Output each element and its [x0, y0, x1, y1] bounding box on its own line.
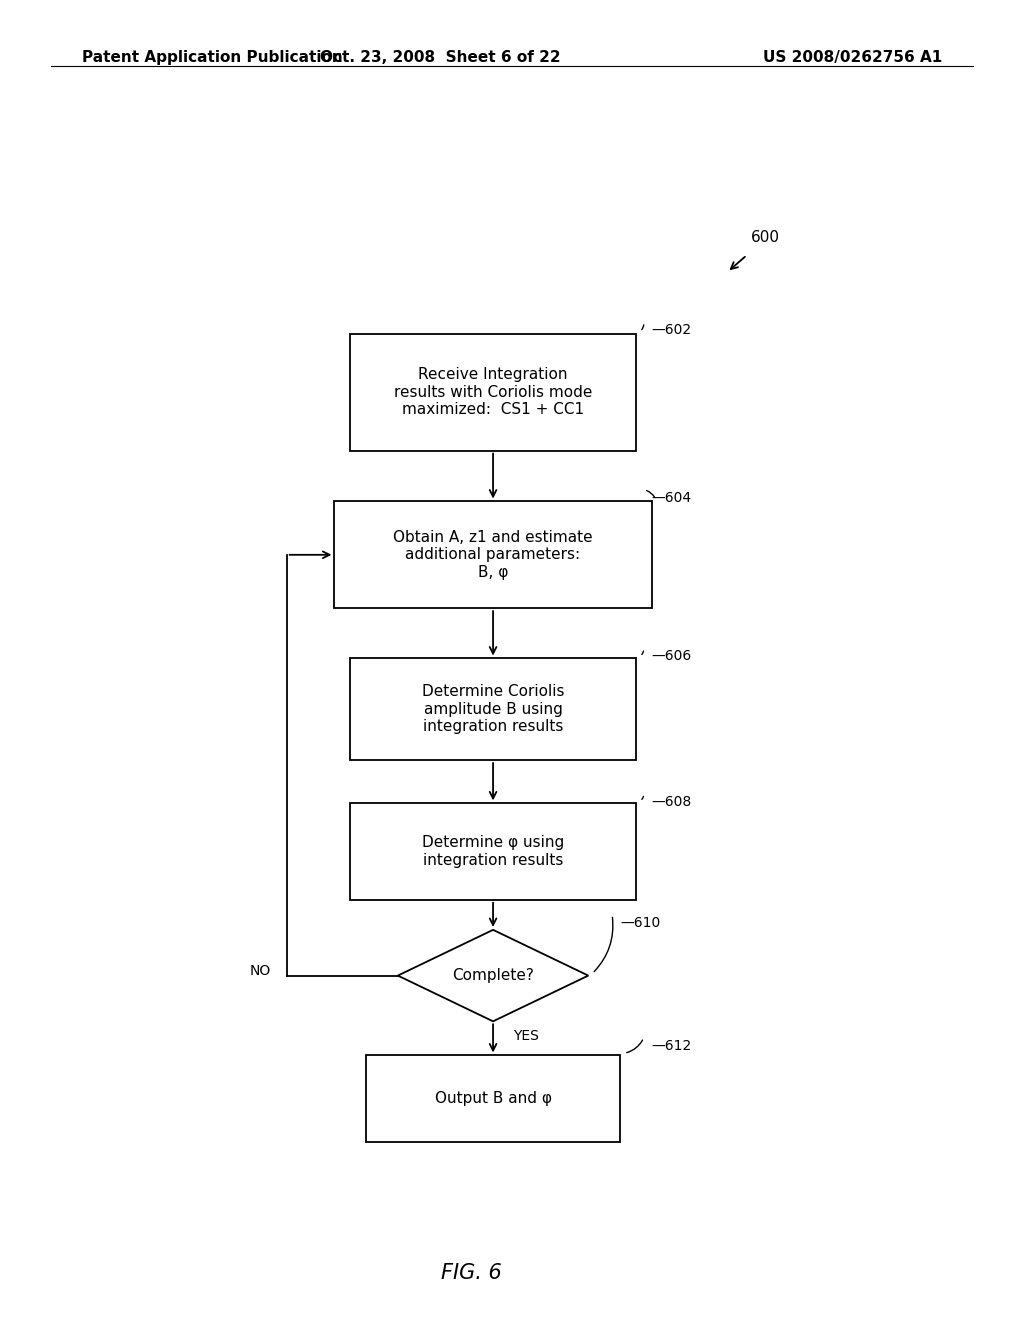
Text: YES: YES — [513, 1030, 539, 1043]
Text: —606: —606 — [652, 649, 692, 664]
Text: FIG. 6: FIG. 6 — [440, 1263, 502, 1283]
Text: Output B and φ: Output B and φ — [434, 1092, 552, 1106]
Text: —610: —610 — [620, 916, 660, 929]
Text: Oct. 23, 2008  Sheet 6 of 22: Oct. 23, 2008 Sheet 6 of 22 — [321, 50, 560, 65]
FancyBboxPatch shape — [367, 1056, 621, 1142]
Text: —608: —608 — [652, 795, 692, 809]
FancyBboxPatch shape — [350, 659, 636, 760]
Polygon shape — [397, 929, 588, 1022]
Text: Obtain A, z1 and estimate
additional parameters:
B, φ: Obtain A, z1 and estimate additional par… — [393, 529, 593, 579]
Text: Complete?: Complete? — [453, 968, 534, 983]
Text: NO: NO — [250, 964, 270, 978]
Text: —604: —604 — [652, 491, 692, 504]
Text: —602: —602 — [652, 323, 692, 337]
FancyBboxPatch shape — [350, 804, 636, 900]
Text: 600: 600 — [751, 230, 780, 244]
FancyBboxPatch shape — [350, 334, 636, 450]
Text: Determine φ using
integration results: Determine φ using integration results — [422, 836, 564, 867]
Text: Determine Coriolis
amplitude B using
integration results: Determine Coriolis amplitude B using int… — [422, 684, 564, 734]
Text: Patent Application Publication: Patent Application Publication — [82, 50, 343, 65]
Text: —612: —612 — [652, 1039, 692, 1053]
FancyBboxPatch shape — [334, 502, 652, 609]
Text: Receive Integration
results with Coriolis mode
maximized:  CS1 + CC1: Receive Integration results with Corioli… — [394, 367, 592, 417]
Text: US 2008/0262756 A1: US 2008/0262756 A1 — [763, 50, 942, 65]
